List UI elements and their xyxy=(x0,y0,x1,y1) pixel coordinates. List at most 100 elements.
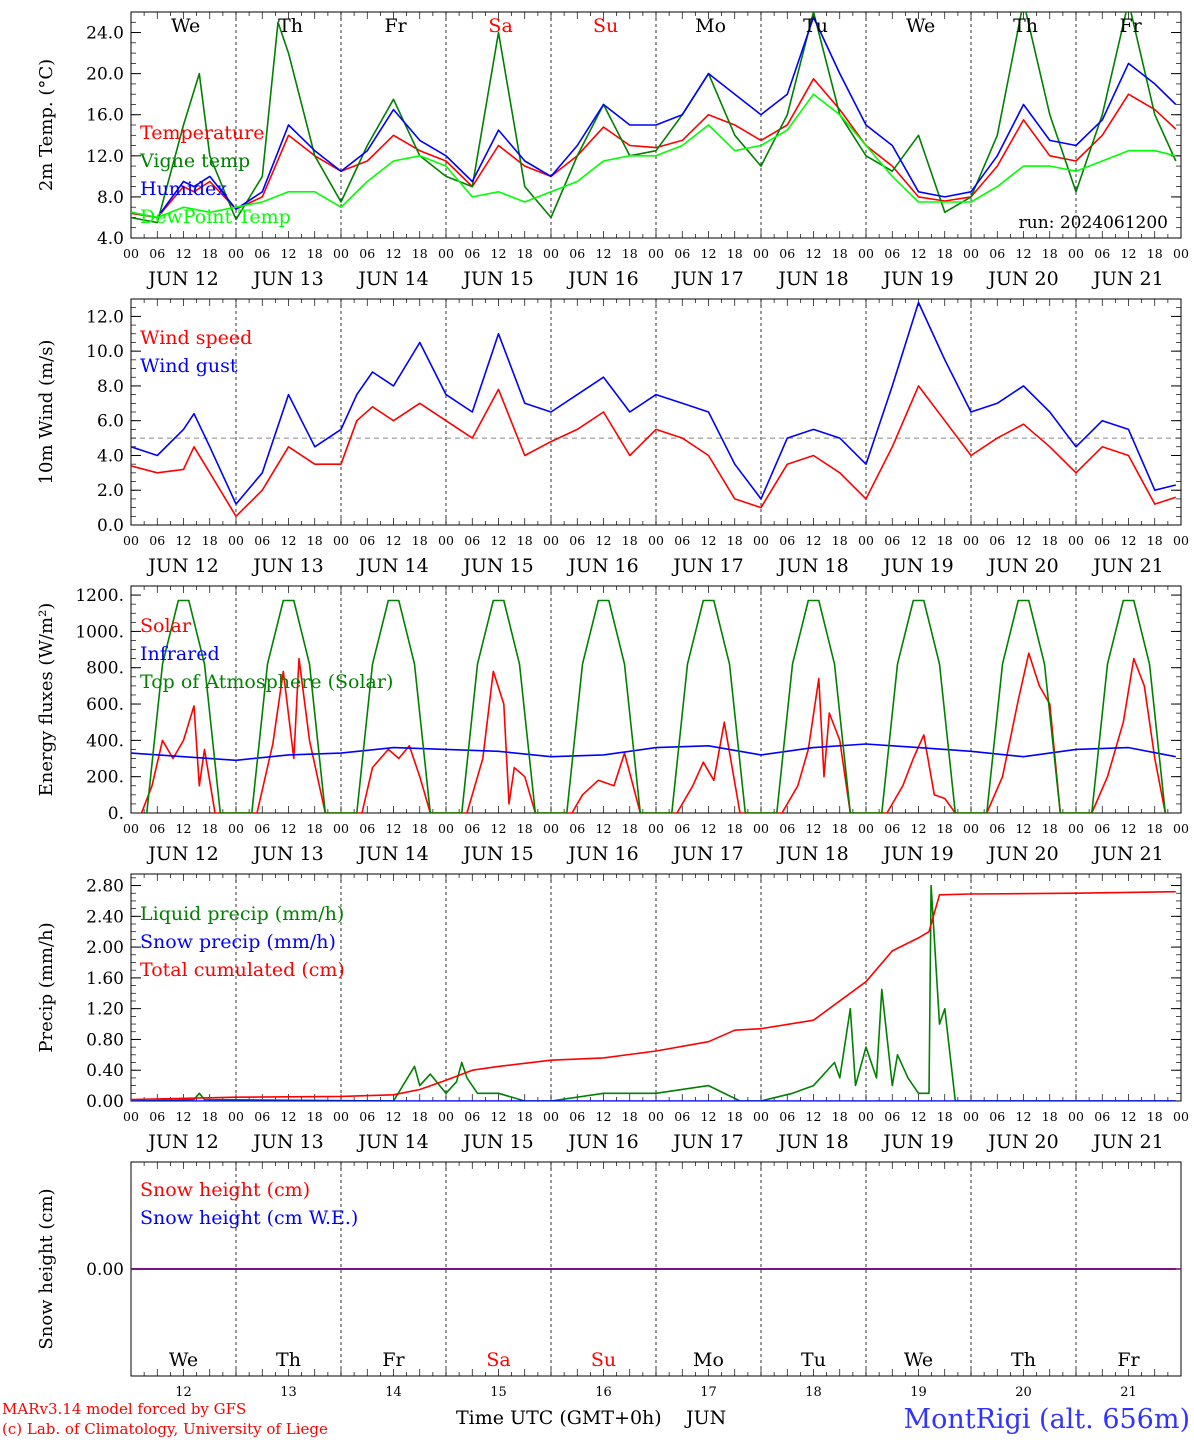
hour-tick-label: 12 xyxy=(596,1109,612,1124)
hour-tick-label: 12 xyxy=(911,821,927,836)
date-label: JUN 13 xyxy=(251,555,323,577)
date-number: 18 xyxy=(805,1385,822,1400)
hour-tick-label: 12 xyxy=(911,1109,927,1124)
hour-tick-label: 18 xyxy=(1147,1109,1163,1124)
y-tick-label: 2.80 xyxy=(86,877,124,897)
hour-tick-label: 00 xyxy=(123,246,139,261)
hour-tick-label: 00 xyxy=(123,821,139,836)
hour-tick-label: 12 xyxy=(1016,533,1032,548)
date-number: 15 xyxy=(490,1385,507,1400)
date-number: 20 xyxy=(1015,1385,1032,1400)
hour-tick-label: 06 xyxy=(569,1109,585,1124)
date-label: JUN 17 xyxy=(671,268,743,290)
hour-tick-label: 06 xyxy=(359,821,375,836)
hour-tick-label: 00 xyxy=(648,1109,664,1124)
hour-tick-label: 18 xyxy=(832,821,848,836)
legend-entry: Snow precip (mm/h) xyxy=(140,931,336,953)
day-name: Tu xyxy=(801,1349,826,1371)
date-label: JUN 13 xyxy=(251,268,323,290)
hour-tick-label: 18 xyxy=(832,246,848,261)
hour-tick-label: 06 xyxy=(149,533,165,548)
hour-tick-label: 12 xyxy=(701,246,717,261)
hour-tick-label: 06 xyxy=(884,533,900,548)
hour-tick-label: 18 xyxy=(832,533,848,548)
hour-tick-label: 06 xyxy=(674,1109,690,1124)
hour-tick-label: 06 xyxy=(1094,821,1110,836)
hour-tick-label: 18 xyxy=(202,1109,218,1124)
hour-tick-label: 12 xyxy=(1121,533,1137,548)
date-label: JUN 20 xyxy=(986,268,1058,290)
hour-tick-label: 00 xyxy=(543,1109,559,1124)
panel-4: 0.00 0.40 0.80 1.20 1.60 2.00 2.40 2.80 Precip (… xyxy=(36,873,1189,1153)
hour-tick-label: 00 xyxy=(1068,533,1084,548)
day-name: We xyxy=(904,1349,933,1371)
hour-tick-label: 00 xyxy=(963,246,979,261)
footer-lab: (c) Lab. of Climatology, University of L… xyxy=(2,1420,328,1438)
hour-tick-label: 12 xyxy=(701,821,717,836)
date-label: JUN 16 xyxy=(566,1131,638,1153)
hour-tick-label: 00 xyxy=(333,821,349,836)
hour-tick-label: 18 xyxy=(622,246,638,261)
hour-tick-label: 18 xyxy=(307,246,323,261)
date-label: JUN 20 xyxy=(986,1131,1058,1153)
day-name: Th xyxy=(278,15,303,37)
date-label: JUN 18 xyxy=(776,843,848,865)
hour-tick-label: 18 xyxy=(517,821,533,836)
hour-tick-label: 06 xyxy=(884,1109,900,1124)
date-number: 14 xyxy=(385,1385,402,1400)
date-label: JUN 21 xyxy=(1091,555,1163,577)
day-name: Th xyxy=(276,1349,301,1371)
date-label: JUN 20 xyxy=(986,555,1058,577)
hour-tick-label: 00 xyxy=(438,1109,454,1124)
hour-tick-label: 12 xyxy=(1121,246,1137,261)
hour-tick-label: 00 xyxy=(543,533,559,548)
hour-tick-label: 00 xyxy=(858,533,874,548)
hour-tick-label: 00 xyxy=(543,821,559,836)
series-infrared xyxy=(131,743,1176,762)
hour-tick-label: 12 xyxy=(491,533,507,548)
hour-tick-label: 06 xyxy=(674,246,690,261)
date-label: JUN 15 xyxy=(461,268,533,290)
series-top-of-atmosphere-solar xyxy=(146,599,1167,813)
y-tick-label: 20.0 xyxy=(86,65,124,85)
date-label: JUN 14 xyxy=(356,268,428,290)
day-name: Tu xyxy=(803,15,828,37)
hour-tick-label: 12 xyxy=(1121,1109,1137,1124)
hour-tick-label: 18 xyxy=(727,1109,743,1124)
hour-tick-label: 18 xyxy=(1147,246,1163,261)
y-tick-label: 10.0 xyxy=(86,342,124,362)
hour-tick-label: 18 xyxy=(1042,821,1058,836)
series-wind-speed xyxy=(131,385,1177,518)
y-tick-label: 4.0 xyxy=(97,446,124,466)
hour-tick-label: 12 xyxy=(596,533,612,548)
hour-tick-label: 18 xyxy=(622,821,638,836)
hour-tick-label: 18 xyxy=(307,1109,323,1124)
hour-tick-label: 00 xyxy=(753,246,769,261)
hour-tick-label: 06 xyxy=(779,246,795,261)
y-tick-label: 2.00 xyxy=(86,938,124,958)
day-name: Fr xyxy=(382,1349,405,1371)
hour-tick-label: 18 xyxy=(517,1109,533,1124)
legend-entry: Wind speed xyxy=(140,327,252,349)
y-tick-label: 4.0 xyxy=(97,229,124,249)
y-tick-label: 12.0 xyxy=(86,307,124,327)
hour-tick-label: 00 xyxy=(753,1109,769,1124)
hour-tick-label: 18 xyxy=(202,533,218,548)
hour-tick-label: 06 xyxy=(674,533,690,548)
hour-tick-label: 12 xyxy=(491,1109,507,1124)
hour-tick-label: 18 xyxy=(1042,533,1058,548)
series-total-cumulated-cm xyxy=(131,890,1176,1101)
panel-3: 0. 200. 400. 600. 800. 1000. 1200. Energy fluxe… xyxy=(36,585,1189,865)
series-solar xyxy=(140,652,1167,813)
date-label: JUN 21 xyxy=(1091,1131,1163,1153)
legend-entry: Snow height (cm) xyxy=(140,1179,310,1201)
hour-tick-label: 06 xyxy=(464,821,480,836)
hour-tick-label: 06 xyxy=(884,821,900,836)
date-label: JUN 16 xyxy=(566,843,638,865)
hour-tick-label: 18 xyxy=(517,533,533,548)
hour-tick-label: 00 xyxy=(753,533,769,548)
legend-entry: Vigne temp xyxy=(139,150,250,172)
hour-tick-label: 00 xyxy=(228,533,244,548)
y-tick-label: 1.20 xyxy=(86,1000,124,1020)
date-label: JUN 15 xyxy=(461,1131,533,1153)
